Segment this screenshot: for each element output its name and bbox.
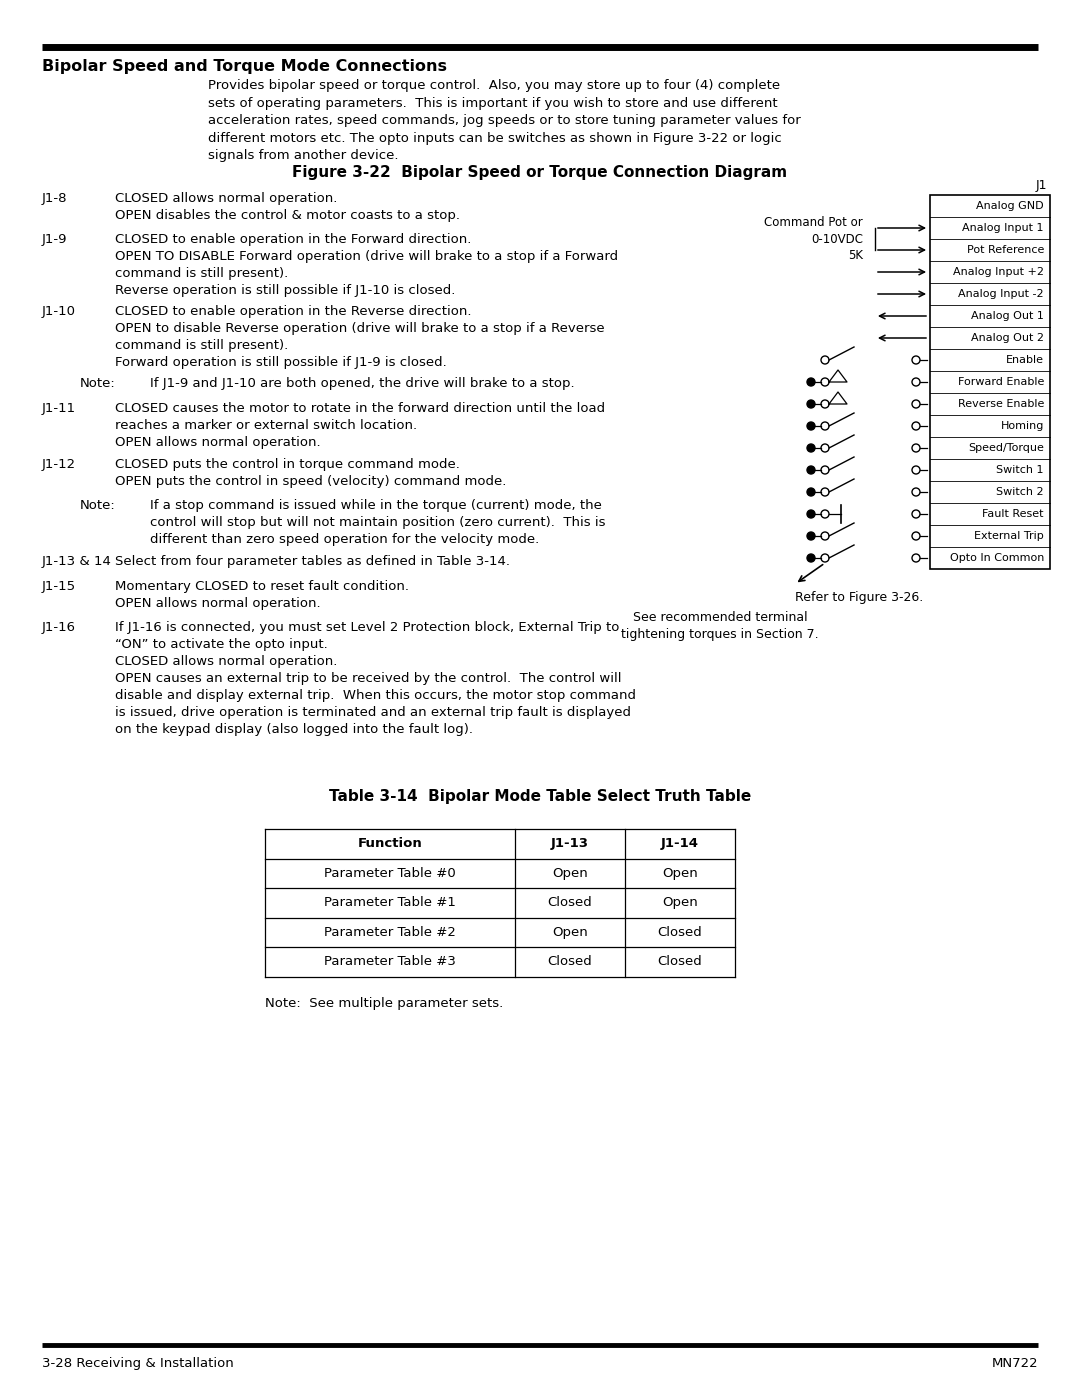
Text: J1-13 & 14: J1-13 & 14 xyxy=(42,555,112,569)
Text: J1-14: J1-14 xyxy=(661,837,699,851)
Text: CLOSED to enable operation in the Forward direction.
OPEN TO DISABLE Forward ope: CLOSED to enable operation in the Forwar… xyxy=(114,232,618,296)
Circle shape xyxy=(807,422,815,430)
Text: Open: Open xyxy=(552,926,588,939)
Text: J1-11: J1-11 xyxy=(42,402,76,415)
Text: See recommended terminal
tightening torques in Section 7.: See recommended terminal tightening torq… xyxy=(621,610,819,641)
Text: Provides bipolar speed or torque control.  Also, you may store up to four (4) co: Provides bipolar speed or torque control… xyxy=(208,80,800,162)
Text: Open: Open xyxy=(662,897,698,909)
Text: Enable: Enable xyxy=(1005,355,1044,365)
Text: Table 3-14  Bipolar Mode Table Select Truth Table: Table 3-14 Bipolar Mode Table Select Tru… xyxy=(329,789,751,805)
Text: Analog Out 2: Analog Out 2 xyxy=(971,332,1044,344)
Text: Parameter Table #0: Parameter Table #0 xyxy=(324,866,456,880)
Text: J1-10: J1-10 xyxy=(42,305,76,317)
Text: Closed: Closed xyxy=(658,956,702,968)
Text: Note:: Note: xyxy=(80,499,116,511)
Text: J1-12: J1-12 xyxy=(42,458,76,471)
Text: Analog Out 1: Analog Out 1 xyxy=(971,312,1044,321)
Text: Analog GND: Analog GND xyxy=(976,201,1044,211)
Text: Open: Open xyxy=(662,866,698,880)
Text: If J1-9 and J1-10 are both opened, the drive will brake to a stop.: If J1-9 and J1-10 are both opened, the d… xyxy=(150,377,575,390)
Text: Switch 2: Switch 2 xyxy=(997,488,1044,497)
Text: Opto In Common: Opto In Common xyxy=(949,553,1044,563)
Text: Pot Reference: Pot Reference xyxy=(967,244,1044,256)
Text: Parameter Table #2: Parameter Table #2 xyxy=(324,926,456,939)
Circle shape xyxy=(807,532,815,541)
Circle shape xyxy=(807,400,815,408)
Text: Reverse Enable: Reverse Enable xyxy=(958,400,1044,409)
Text: Analog Input -2: Analog Input -2 xyxy=(958,289,1044,299)
Text: J1: J1 xyxy=(1036,179,1047,191)
Text: If a stop command is issued while in the torque (current) mode, the
control will: If a stop command is issued while in the… xyxy=(150,499,606,546)
Circle shape xyxy=(807,379,815,386)
Text: Homing: Homing xyxy=(1001,420,1044,432)
Text: Closed: Closed xyxy=(658,926,702,939)
Text: If J1-16 is connected, you must set Level 2 Protection block, External Trip to
“: If J1-16 is connected, you must set Leve… xyxy=(114,620,636,736)
Text: CLOSED puts the control in torque command mode.
OPEN puts the control in speed (: CLOSED puts the control in torque comman… xyxy=(114,458,507,488)
Text: 3-28 Receiving & Installation: 3-28 Receiving & Installation xyxy=(42,1356,233,1370)
Text: J1-13: J1-13 xyxy=(551,837,589,851)
Text: Command Pot or
0-10VDC
5K: Command Pot or 0-10VDC 5K xyxy=(765,217,863,263)
Text: Analog Input 1: Analog Input 1 xyxy=(962,224,1044,233)
Bar xyxy=(930,196,1050,569)
Text: Closed: Closed xyxy=(548,897,592,909)
Text: Speed/Torque: Speed/Torque xyxy=(968,443,1044,453)
Text: Note:  See multiple parameter sets.: Note: See multiple parameter sets. xyxy=(265,996,503,1010)
Text: CLOSED allows normal operation.
OPEN disables the control & motor coasts to a st: CLOSED allows normal operation. OPEN dis… xyxy=(114,191,460,222)
Text: J1-9: J1-9 xyxy=(42,232,67,246)
Circle shape xyxy=(807,555,815,562)
Text: Bipolar Speed and Torque Mode Connections: Bipolar Speed and Torque Mode Connection… xyxy=(42,59,447,74)
Text: Refer to Figure 3-26.: Refer to Figure 3-26. xyxy=(795,591,923,604)
Text: CLOSED causes the motor to rotate in the forward direction until the load
reache: CLOSED causes the motor to rotate in the… xyxy=(114,402,605,448)
Text: Fault Reset: Fault Reset xyxy=(983,509,1044,520)
Text: J1-8: J1-8 xyxy=(42,191,67,205)
Text: Figure 3-22  Bipolar Speed or Torque Connection Diagram: Figure 3-22 Bipolar Speed or Torque Conn… xyxy=(293,165,787,180)
Text: External Trip: External Trip xyxy=(974,531,1044,541)
Text: Analog Input +2: Analog Input +2 xyxy=(953,267,1044,277)
Text: J1-16: J1-16 xyxy=(42,620,76,634)
Text: Momentary CLOSED to reset fault condition.
OPEN allows normal operation.: Momentary CLOSED to reset fault conditio… xyxy=(114,580,409,610)
Text: Parameter Table #1: Parameter Table #1 xyxy=(324,897,456,909)
Text: Note:: Note: xyxy=(80,377,116,390)
Circle shape xyxy=(807,467,815,474)
Text: Open: Open xyxy=(552,866,588,880)
Text: MN722: MN722 xyxy=(991,1356,1038,1370)
Circle shape xyxy=(807,510,815,518)
Text: Select from four parameter tables as defined in Table 3-14.: Select from four parameter tables as def… xyxy=(114,555,510,569)
Text: Closed: Closed xyxy=(548,956,592,968)
Circle shape xyxy=(807,444,815,453)
Text: Parameter Table #3: Parameter Table #3 xyxy=(324,956,456,968)
Text: Function: Function xyxy=(357,837,422,851)
Text: J1-15: J1-15 xyxy=(42,580,76,592)
Text: Switch 1: Switch 1 xyxy=(997,465,1044,475)
Text: CLOSED to enable operation in the Reverse direction.
OPEN to disable Reverse ope: CLOSED to enable operation in the Revers… xyxy=(114,305,605,369)
Circle shape xyxy=(807,488,815,496)
Text: Forward Enable: Forward Enable xyxy=(958,377,1044,387)
